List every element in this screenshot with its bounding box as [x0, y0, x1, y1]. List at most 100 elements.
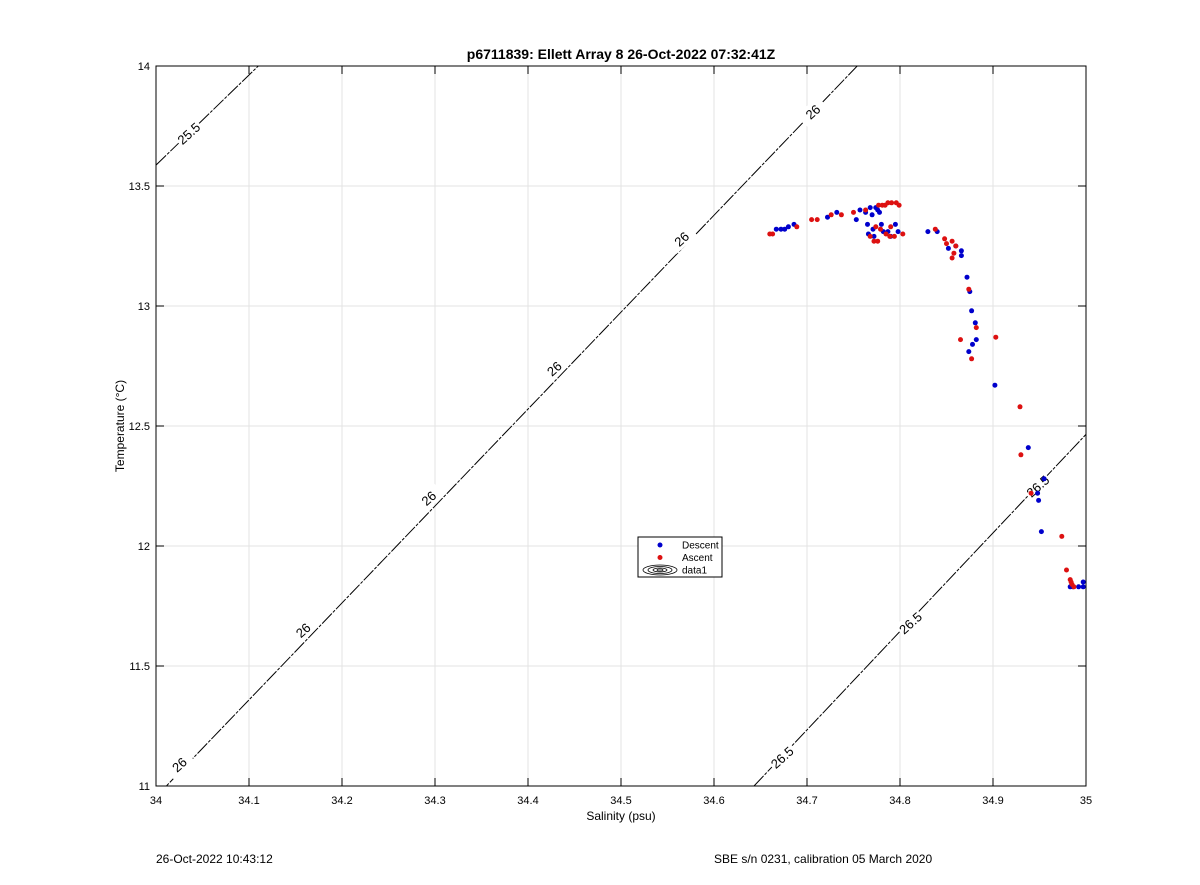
data-point-descent	[1036, 497, 1042, 503]
data-point-descent	[958, 253, 964, 259]
data-point-ascent	[973, 325, 979, 331]
x-tick-label: 34.3	[424, 795, 445, 807]
data-point-ascent	[814, 217, 820, 223]
data-point-ascent	[1018, 452, 1024, 458]
data-point-descent	[966, 349, 972, 355]
legend-contour-ring	[647, 566, 673, 574]
data-point-ascent	[887, 233, 893, 239]
data-point-ascent	[1028, 490, 1034, 496]
data-point-descent	[925, 229, 931, 235]
contour-label-bg	[412, 482, 445, 514]
data-point-descent	[853, 217, 859, 223]
contour-label-group: 26	[538, 353, 570, 384]
contour-label-bg	[894, 607, 926, 639]
grid	[155, 65, 1087, 787]
data-point-ascent	[878, 226, 883, 232]
contour-label-bg	[538, 353, 570, 384]
data-point-ascent	[867, 233, 873, 239]
data-point-ascent	[851, 209, 856, 215]
x-tick-label: 34.2	[331, 795, 352, 807]
data-point-ascent	[1071, 584, 1077, 590]
contour-label-bg	[287, 614, 319, 646]
x-tick-label: 34.5	[610, 795, 631, 807]
data-point-ascent	[949, 238, 955, 244]
data-point-descent	[958, 248, 964, 254]
x-tick-label: 34.7	[796, 795, 817, 807]
data-point-ascent	[953, 243, 959, 249]
contour-label-group: 26.5	[894, 607, 926, 639]
data-point-ascent	[966, 286, 972, 292]
data-point-ascent	[891, 233, 897, 239]
data-point-ascent	[809, 217, 815, 223]
data-point-ascent	[1064, 567, 1069, 573]
data-point-descent	[825, 214, 830, 220]
data-point-ascent	[863, 207, 869, 213]
data-point-descent	[782, 226, 788, 232]
data-point-ascent	[876, 202, 882, 208]
data-point-ascent	[969, 356, 975, 362]
chart-title: p6711839: Ellett Array 8 26-Oct-2022 07:…	[467, 46, 776, 62]
x-tick-label: 34.1	[238, 795, 259, 807]
ticks	[155, 65, 1087, 787]
x-axis-label: Salinity (psu)	[586, 809, 655, 823]
data-point-descent	[871, 233, 877, 239]
contour-label-group: 26	[287, 614, 319, 646]
data-point-descent	[785, 224, 791, 230]
data-point-descent	[865, 221, 870, 227]
y-tick-label: 14	[138, 61, 150, 73]
data-point-descent	[895, 229, 901, 235]
data-point-ascent	[958, 337, 963, 343]
y-tick-label: 13.5	[129, 181, 150, 193]
contour-label-bg	[665, 223, 698, 255]
y-tick-label: 11.5	[129, 661, 150, 673]
legend-contour-ring	[656, 568, 664, 572]
legend-contour-icon	[642, 564, 678, 576]
data-point-descent	[945, 245, 951, 251]
data-point-descent	[973, 337, 979, 343]
data-point-descent	[834, 209, 840, 215]
contour-label: 26.5	[1024, 472, 1053, 500]
x-tick-label: 34	[150, 795, 162, 807]
data-point-ascent	[885, 200, 891, 206]
contour-label-group: 26	[163, 749, 195, 780]
data-point-ascent	[770, 231, 776, 237]
data-point-descent	[1035, 490, 1041, 496]
legend-label: data1	[682, 566, 707, 577]
legend-box	[637, 536, 723, 578]
y-axis-label: Temperature (°C)	[113, 380, 127, 472]
legend-label: Descent	[682, 541, 719, 552]
contour-label-group: 26	[796, 96, 829, 127]
data-point-descent	[892, 221, 898, 227]
data-point-descent	[972, 320, 978, 326]
series-ascent	[767, 200, 1077, 590]
contour-label-bg	[796, 96, 829, 127]
x-tick-label: 34.9	[982, 795, 1003, 807]
data-point-descent	[1080, 579, 1086, 585]
data-point-descent	[1080, 584, 1086, 590]
data-point-descent	[970, 341, 975, 347]
data-point-descent	[1025, 445, 1031, 451]
plot-timestamp: 26-Oct-2022 10:43:12	[156, 852, 273, 866]
contour-label-bg	[172, 117, 205, 149]
data-point-ascent	[794, 224, 800, 230]
data-point-descent	[869, 212, 875, 218]
data-point-descent	[877, 209, 882, 215]
data-point-ascent	[932, 226, 938, 232]
data-point-descent	[878, 221, 884, 227]
data-point-ascent	[896, 202, 902, 208]
legend-marker-descent	[657, 542, 663, 548]
data-point-descent	[857, 207, 863, 213]
data-point-ascent	[1068, 579, 1074, 585]
data-point-descent	[867, 205, 873, 211]
data-point-ascent	[828, 212, 834, 218]
data-point-ascent	[838, 212, 844, 218]
legend-contour-ring	[642, 564, 678, 576]
data-point-descent	[969, 308, 975, 314]
data-point-ascent	[889, 200, 895, 206]
contour-label-bg	[766, 741, 798, 773]
data-point-ascent	[873, 224, 879, 230]
x-tick-label: 34.8	[889, 795, 910, 807]
data-point-descent	[778, 226, 784, 232]
data-point-ascent	[883, 231, 889, 237]
